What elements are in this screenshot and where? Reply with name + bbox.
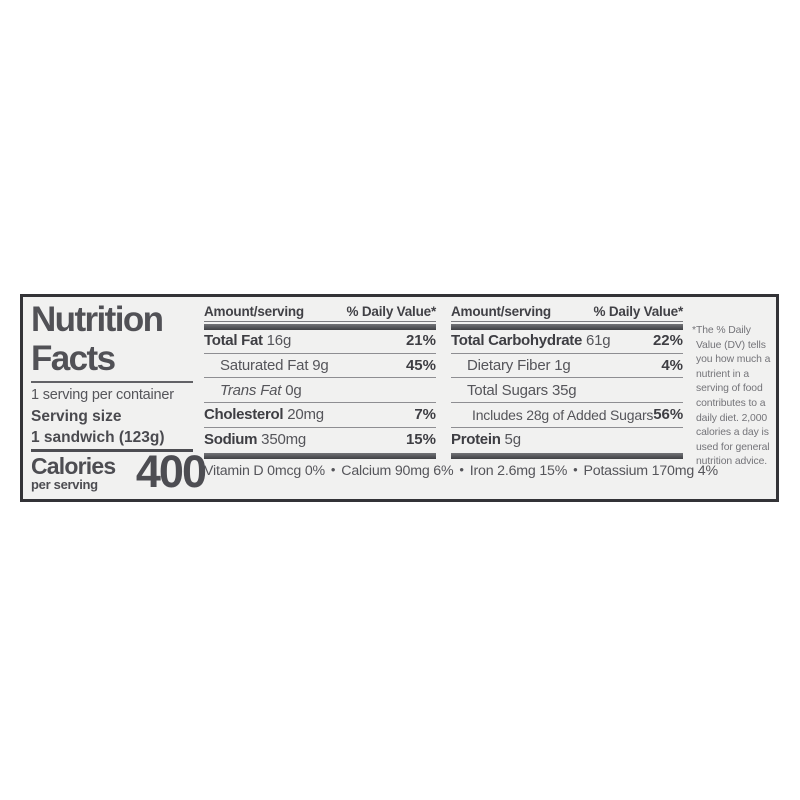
daily-value-percent: 22% xyxy=(652,332,683,350)
column-1-header: Amount/serving % Daily Value* xyxy=(204,304,436,319)
calories-sublabel: per serving xyxy=(31,477,98,492)
row-total-sugars: Total Sugars 35g xyxy=(451,378,683,403)
daily-value-percent: 15% xyxy=(405,431,436,449)
bullet-separator: • xyxy=(459,462,464,477)
nutrient-name: Includes 28g of Added Sugars xyxy=(472,406,654,423)
nutrition-facts-label: Nutrition Facts 1 serving per container … xyxy=(20,294,779,502)
nutrition-facts-title: Nutrition Facts xyxy=(31,300,197,378)
row-cholesterol: Cholesterol 20mg 7% xyxy=(204,403,436,428)
row-sodium: Sodium 350mg 15% xyxy=(204,428,436,453)
micronutrient-vitamin-d: Vitamin D 0mcg 0% xyxy=(204,463,325,479)
daily-value-percent: 56% xyxy=(653,406,684,424)
daily-value-header: % Daily Value* xyxy=(593,304,684,319)
nutrient-amount: 61g xyxy=(585,332,611,350)
daily-value-percent: 7% xyxy=(414,406,436,424)
micronutrient-iron: Iron 2.6mg 15% xyxy=(469,463,568,479)
micronutrient-potassium: Potassium 170mg 4% xyxy=(583,463,718,479)
title-divider xyxy=(31,381,193,383)
nutrient-name: Total Sugars 35g xyxy=(467,381,577,399)
row-protein: Protein 5g xyxy=(451,428,683,453)
row-dietary-fiber: Dietary Fiber 1g 4% xyxy=(451,354,683,379)
row-total-carbohydrate: Total Carbohydrate 61g 22% xyxy=(451,329,683,354)
micronutrients-line: Vitamin D 0mcg 0% • Calcium 90mg 6% • Iron 2… xyxy=(204,462,718,479)
row-saturated-fat: Saturated Fat 9g 45% xyxy=(204,354,436,379)
bullet-separator: • xyxy=(573,462,578,477)
bullet-separator: • xyxy=(330,462,336,477)
divider-bar xyxy=(204,323,436,330)
nutrient-amount: 35g xyxy=(551,381,577,399)
daily-value-header: % Daily Value* xyxy=(346,304,437,319)
micronutrient-calcium: Calcium 90mg 6% xyxy=(341,463,454,479)
calories-label: Calories xyxy=(31,453,116,479)
servings-per-container: 1 serving per container xyxy=(31,387,174,403)
divider-bar xyxy=(451,452,683,459)
serving-size-label: Serving size xyxy=(31,408,122,425)
nutrient-amount: 350mg xyxy=(261,431,307,449)
amount-serving-header: Amount/serving xyxy=(451,304,551,319)
nutrient-amount: 9g xyxy=(312,357,329,375)
nutrient-amount: 1g xyxy=(554,357,571,375)
nutrient-name: Saturated Fat 9g xyxy=(220,357,329,375)
nutrient-name: Total Fat 16g xyxy=(204,332,292,350)
nutrient-name: Dietary Fiber 1g xyxy=(467,357,571,375)
row-total-fat: Total Fat 16g 21% xyxy=(204,329,436,354)
nutrient-name: Protein 5g xyxy=(451,431,522,449)
calories-divider xyxy=(31,449,193,452)
daily-value-percent: 21% xyxy=(405,332,436,350)
daily-value-percent: 4% xyxy=(661,357,683,375)
header-rule xyxy=(204,320,436,322)
calories-value: 400 xyxy=(135,446,207,497)
divider-bar xyxy=(204,452,436,459)
label-left-panel: Nutrition Facts 1 serving per container … xyxy=(31,297,207,499)
column-2-header: Amount/serving % Daily Value* xyxy=(451,304,683,319)
nutrient-name: Sodium 350mg xyxy=(204,431,307,449)
row-trans-fat: Trans Fat 0g xyxy=(204,378,436,403)
row-added-sugars: Includes 28g of Added Sugars 56% xyxy=(451,403,683,428)
calories-block: Calories per serving xyxy=(31,453,116,493)
serving-size-value: 1 sandwich (123g) xyxy=(31,429,165,446)
daily-value-footnote: *The % Daily Value (DV) tells you how mu… xyxy=(692,325,771,468)
nutrient-amount: 0g xyxy=(285,381,302,399)
nutrient-name: Total Carbohydrate 61g xyxy=(451,332,611,350)
title-line-1: Nutrition xyxy=(31,300,164,339)
nutrient-column-2: Amount/serving % Daily Value* Total Carb… xyxy=(451,297,683,500)
nutrient-name: Cholesterol 20mg xyxy=(204,406,324,424)
nutrient-name: Trans Fat 0g xyxy=(220,381,302,399)
title-line-2: Facts xyxy=(31,339,116,378)
daily-value-percent: 45% xyxy=(405,357,436,375)
divider-bar xyxy=(451,323,683,330)
nutrient-column-1: Amount/serving % Daily Value* Total Fat … xyxy=(204,297,436,500)
header-rule xyxy=(451,320,683,322)
nutrient-amount: 5g xyxy=(504,431,522,449)
nutrient-amount: 16g xyxy=(266,332,292,350)
amount-serving-header: Amount/serving xyxy=(204,304,304,319)
nutrient-amount: 20mg xyxy=(287,406,324,424)
